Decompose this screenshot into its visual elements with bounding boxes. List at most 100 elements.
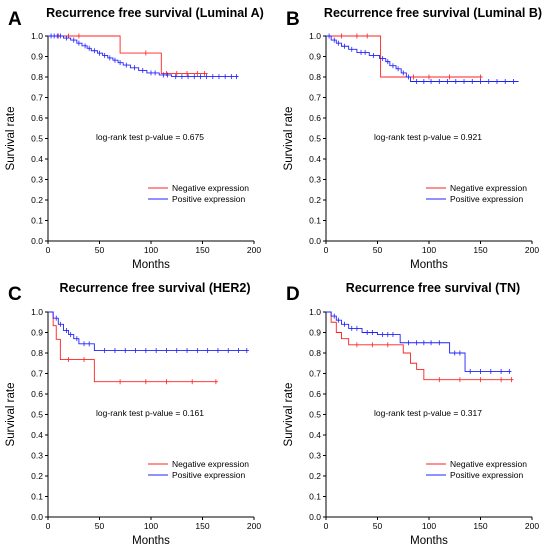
x-tick-label: 150 <box>195 245 209 255</box>
legend-label: Negative expression <box>450 459 527 469</box>
y-tick-label: 0.1 <box>31 216 43 226</box>
y-tick-label: 0.5 <box>31 410 43 420</box>
y-tick-label: 1.0 <box>31 307 43 317</box>
chart-title: Recurrence free survival (HER2) <box>59 281 250 295</box>
y-tick-label: 0.7 <box>31 369 43 379</box>
survival-curve-line <box>326 35 483 78</box>
y-tick-label: 0.6 <box>309 389 321 399</box>
x-axis-title: Months <box>132 535 170 547</box>
x-tick-label: 100 <box>422 245 436 255</box>
x-tick-label: 50 <box>373 245 383 255</box>
y-tick-label: 0.9 <box>309 52 321 62</box>
legend-label: Negative expression <box>172 459 249 469</box>
survival-curve-line <box>48 311 218 383</box>
y-tick-label: 0.3 <box>309 451 321 461</box>
x-tick-label: 150 <box>473 245 487 255</box>
legend-label: Negative expression <box>450 183 527 193</box>
x-tick-label: 200 <box>247 245 261 255</box>
y-tick-label: 0.7 <box>31 93 43 103</box>
y-tick-label: 0.2 <box>309 471 321 481</box>
p-value-annotation: log-rank test p-value = 0.921 <box>374 132 482 142</box>
y-tick-label: 0.4 <box>31 430 43 440</box>
series-positive <box>326 33 519 85</box>
panel-letter: B <box>286 9 300 30</box>
y-tick-label: 0.6 <box>31 113 43 123</box>
y-tick-label: 0.0 <box>309 236 321 246</box>
survival-curve-line <box>48 35 208 74</box>
y-tick-label: 0.1 <box>309 492 321 502</box>
panel-d: D Recurrence free survival (TN) 0.0 0.1 0.2 0… <box>283 281 539 547</box>
x-tick-label: 200 <box>525 245 539 255</box>
series-negative <box>48 311 218 385</box>
panel-a: A Recurrence free survival (Luminal A) 0.0… <box>5 6 264 271</box>
y-tick-label: 0.9 <box>31 328 43 338</box>
y-tick-label: 0.8 <box>309 72 321 82</box>
p-value-annotation: log-rank test p-value = 0.675 <box>96 132 204 142</box>
y-axis-title: Survival rate <box>5 107 17 171</box>
y-tick-label: 0.9 <box>31 52 43 62</box>
y-tick-label: 0.3 <box>31 175 43 185</box>
legend-label: Negative expression <box>172 183 249 193</box>
y-axis-title: Survival rate <box>283 383 295 447</box>
legend-label: Positive expression <box>172 470 246 480</box>
x-tick-label: 50 <box>373 521 383 531</box>
y-tick-label: 0.8 <box>31 348 43 358</box>
y-tick-label: 0.5 <box>309 410 321 420</box>
y-tick-label: 0.1 <box>309 216 321 226</box>
y-tick-label: 0.2 <box>31 471 43 481</box>
y-tick-label: 0.3 <box>31 451 43 461</box>
y-tick-label: 0.0 <box>31 236 43 246</box>
y-tick-label: 0.4 <box>309 430 321 440</box>
chart-title: Recurrence free survival (Luminal A) <box>46 6 264 20</box>
legend-label: Positive expression <box>450 470 524 480</box>
legend-label: Positive expression <box>450 194 524 204</box>
x-tick-label: 0 <box>46 245 51 255</box>
panel-letter: D <box>286 284 300 305</box>
chart-title: Recurrence free survival (TN) <box>346 281 520 295</box>
y-axis-title: Survival rate <box>283 107 295 171</box>
p-value-annotation: log-rank test p-value = 0.317 <box>374 408 482 418</box>
x-tick-label: 150 <box>473 521 487 531</box>
series-positive <box>326 311 512 374</box>
y-tick-label: 0.7 <box>309 93 321 103</box>
y-tick-label: 0.1 <box>31 492 43 502</box>
survival-curve-line <box>326 311 512 372</box>
x-tick-label: 0 <box>324 521 329 531</box>
panel-letter: C <box>8 284 22 305</box>
x-axis-title: Months <box>410 535 448 547</box>
y-tick-label: 0.6 <box>31 389 43 399</box>
x-tick-label: 50 <box>95 521 105 531</box>
x-tick-label: 100 <box>144 521 158 531</box>
y-tick-label: 0.3 <box>309 175 321 185</box>
survival-curve-line <box>326 311 514 381</box>
y-tick-label: 0.0 <box>31 512 43 522</box>
y-axis-title: Survival rate <box>5 383 17 447</box>
y-tick-label: 0.9 <box>309 328 321 338</box>
y-tick-label: 1.0 <box>309 31 321 41</box>
y-tick-label: 0.5 <box>31 134 43 144</box>
survival-curve-line <box>48 311 249 351</box>
panel-c: C Recurrence free survival (HER2) 0.0 0.1 0.… <box>5 281 261 547</box>
series-negative <box>326 33 483 80</box>
y-tick-label: 0.2 <box>309 195 321 205</box>
x-tick-label: 100 <box>422 521 436 531</box>
legend-label: Positive expression <box>172 194 246 204</box>
y-tick-label: 0.8 <box>309 348 321 358</box>
y-tick-label: 0.2 <box>31 195 43 205</box>
y-tick-label: 0.7 <box>309 369 321 379</box>
p-value-annotation: log-rank test p-value = 0.161 <box>96 408 204 418</box>
series-negative <box>326 311 514 383</box>
series-positive <box>48 33 239 80</box>
y-tick-label: 0.8 <box>31 72 43 82</box>
x-axis-title: Months <box>132 259 170 271</box>
x-tick-label: 200 <box>525 521 539 531</box>
y-tick-label: 0.4 <box>309 154 321 164</box>
y-tick-label: 1.0 <box>309 307 321 317</box>
y-tick-label: 0.0 <box>309 512 321 522</box>
series-positive <box>48 311 249 354</box>
panel-letter: A <box>8 9 22 30</box>
x-axis-title: Months <box>410 259 448 271</box>
survival-curve-line <box>326 35 519 82</box>
y-tick-label: 1.0 <box>31 31 43 41</box>
